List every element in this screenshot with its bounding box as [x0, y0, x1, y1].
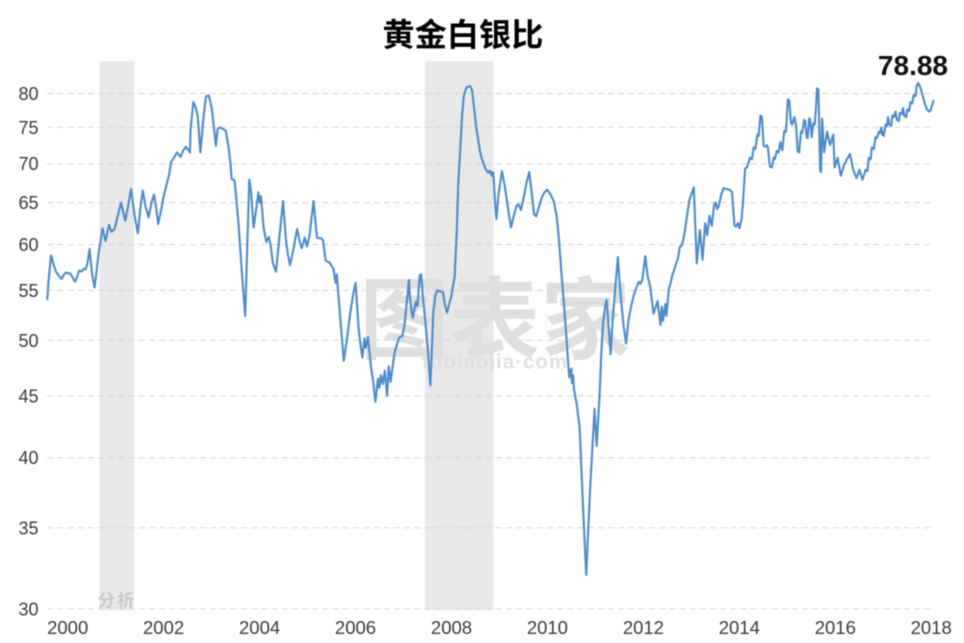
svg-text:2010: 2010: [527, 617, 568, 638]
svg-text:2002: 2002: [143, 617, 184, 638]
svg-text:30: 30: [18, 599, 38, 619]
svg-text:tubiaojia·com: tubiaojia·com: [422, 351, 568, 374]
svg-text:2004: 2004: [239, 617, 280, 638]
svg-text:2016: 2016: [815, 617, 856, 638]
svg-text:2014: 2014: [719, 617, 760, 638]
svg-text:55: 55: [18, 281, 38, 301]
svg-text:80: 80: [18, 84, 38, 104]
svg-text:2018: 2018: [911, 617, 952, 638]
svg-text:2008: 2008: [431, 617, 472, 638]
svg-text:40: 40: [18, 448, 38, 468]
svg-text:70: 70: [18, 154, 38, 174]
svg-text:2012: 2012: [623, 617, 664, 638]
svg-text:65: 65: [18, 193, 38, 213]
svg-text:2006: 2006: [335, 617, 376, 638]
svg-text:78.88: 78.88: [878, 50, 948, 81]
svg-text:45: 45: [18, 386, 38, 406]
svg-text:2000: 2000: [47, 617, 88, 638]
svg-text:60: 60: [18, 235, 38, 255]
svg-text:50: 50: [18, 331, 38, 351]
svg-text:75: 75: [18, 118, 38, 138]
svg-text:35: 35: [18, 518, 38, 538]
